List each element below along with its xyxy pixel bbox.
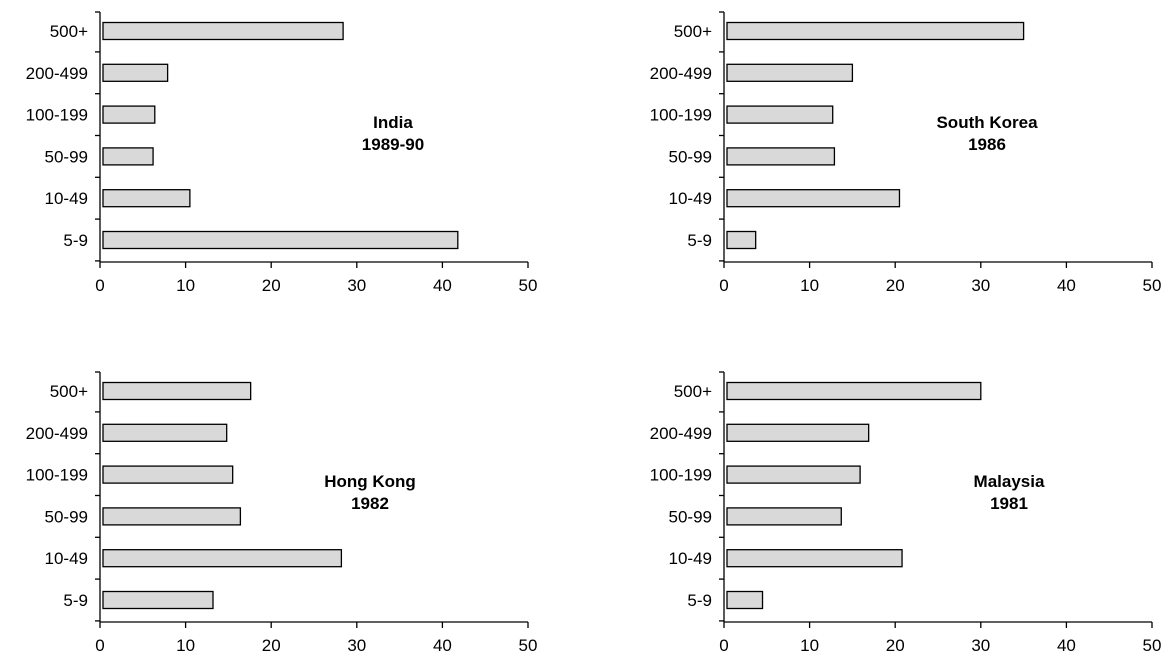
y-tick-label: 500+ — [674, 22, 712, 41]
y-tick-label: 200-499 — [650, 424, 712, 443]
bar-10-49 — [102, 549, 343, 568]
x-tick-label: 10 — [176, 636, 195, 655]
y-tick-label: 200-499 — [26, 64, 88, 83]
x-tick-label: 0 — [719, 636, 728, 655]
x-tick-label: 10 — [176, 276, 195, 295]
y-tick-label: 100-199 — [650, 106, 712, 125]
y-tick-label: 100-199 — [26, 466, 88, 485]
bar-10-49 — [102, 189, 191, 208]
x-tick-label: 20 — [886, 276, 905, 295]
x-tick-label: 30 — [971, 636, 990, 655]
y-tick-label: 200-499 — [26, 424, 88, 443]
chart-panel-hong-kong: 5-9 10-49 50-99 100-199 200-499 500+ 0 10 20 30 40… — [26, 371, 538, 655]
bar-5-9 — [102, 590, 214, 610]
bar-100-199 — [102, 465, 234, 484]
bar-5-9 — [726, 230, 757, 250]
x-tick-label: 40 — [1057, 636, 1076, 655]
x-tick-label: 0 — [95, 636, 104, 655]
y-tick-label: 10-49 — [669, 189, 712, 208]
x-tick-label: 20 — [886, 636, 905, 655]
x-tick-label: 30 — [347, 636, 366, 655]
y-tick-label: 5-9 — [63, 231, 88, 250]
y-tick-label: 50-99 — [669, 507, 712, 526]
panel-label-year: 1981 — [990, 494, 1028, 513]
x-tick-label: 50 — [519, 276, 538, 295]
bar-200-499 — [102, 423, 228, 442]
panel-label-country: Malaysia — [974, 472, 1045, 491]
y-tick-label: 50-99 — [45, 147, 88, 166]
bar-500-plus — [102, 21, 344, 41]
bar-100-199 — [726, 465, 861, 484]
y-tick-label: 10-49 — [45, 549, 88, 568]
panel-label-country: South Korea — [936, 113, 1038, 132]
x-tick-label: 20 — [262, 636, 281, 655]
y-tick-label: 500+ — [50, 382, 88, 401]
bar-200-499 — [726, 63, 854, 82]
bar-200-499 — [726, 423, 870, 442]
y-tick-label: 5-9 — [687, 231, 712, 250]
x-tick-label: 10 — [800, 636, 819, 655]
y-tick-label: 50-99 — [669, 147, 712, 166]
x-tick-label: 0 — [95, 276, 104, 295]
y-tick-label: 5-9 — [63, 591, 88, 610]
bar-50-99 — [726, 507, 842, 526]
panel-label-year: 1989-90 — [362, 135, 424, 154]
bar-500-plus — [726, 21, 1025, 41]
x-tick-label: 40 — [1057, 276, 1076, 295]
bar-100-199 — [726, 105, 834, 124]
x-tick-label: 50 — [1143, 636, 1162, 655]
y-tick-label: 100-199 — [26, 106, 88, 125]
y-tick-label: 100-199 — [650, 466, 712, 485]
chart-panel-south-korea: 5-9 10-49 50-99 100-199 200-499 500+ 0 10 20 30 40… — [650, 11, 1162, 295]
bar-200-499 — [102, 63, 169, 82]
bar-5-9 — [102, 230, 459, 250]
panel-label-year: 1982 — [351, 494, 389, 513]
chart-panel-india: 5-9 10-49 50-99 100-199 200-499 500+ 0 10 20 30 40… — [26, 11, 538, 295]
x-tick-label: 40 — [433, 276, 452, 295]
bar-10-49 — [726, 549, 903, 568]
y-tick-label: 200-499 — [650, 64, 712, 83]
panel-label-country: Hong Kong — [324, 472, 416, 491]
bar-500-plus — [102, 381, 252, 401]
panel-label-year: 1986 — [968, 135, 1006, 154]
bar-50-99 — [102, 147, 154, 166]
panel-label-country: India — [373, 113, 413, 132]
x-tick-label: 50 — [519, 636, 538, 655]
x-tick-label: 30 — [971, 276, 990, 295]
bar-500-plus — [726, 381, 982, 401]
x-tick-label: 0 — [719, 276, 728, 295]
x-tick-label: 30 — [347, 276, 366, 295]
bar-50-99 — [102, 507, 242, 526]
bar-10-49 — [726, 189, 901, 208]
bar-50-99 — [726, 147, 836, 166]
x-tick-label: 10 — [800, 276, 819, 295]
y-tick-label: 500+ — [674, 382, 712, 401]
y-tick-label: 10-49 — [669, 549, 712, 568]
y-tick-label: 5-9 — [687, 591, 712, 610]
x-tick-label: 50 — [1143, 276, 1162, 295]
x-tick-label: 20 — [262, 276, 281, 295]
bar-5-9 — [726, 590, 764, 610]
y-tick-label: 10-49 — [45, 189, 88, 208]
chart-panel-malaysia: 5-9 10-49 50-99 100-199 200-499 500+ 0 10 20 30 40… — [650, 371, 1162, 655]
bar-100-199 — [102, 105, 156, 124]
y-tick-label: 50-99 — [45, 507, 88, 526]
x-tick-label: 40 — [433, 636, 452, 655]
y-tick-label: 500+ — [50, 22, 88, 41]
